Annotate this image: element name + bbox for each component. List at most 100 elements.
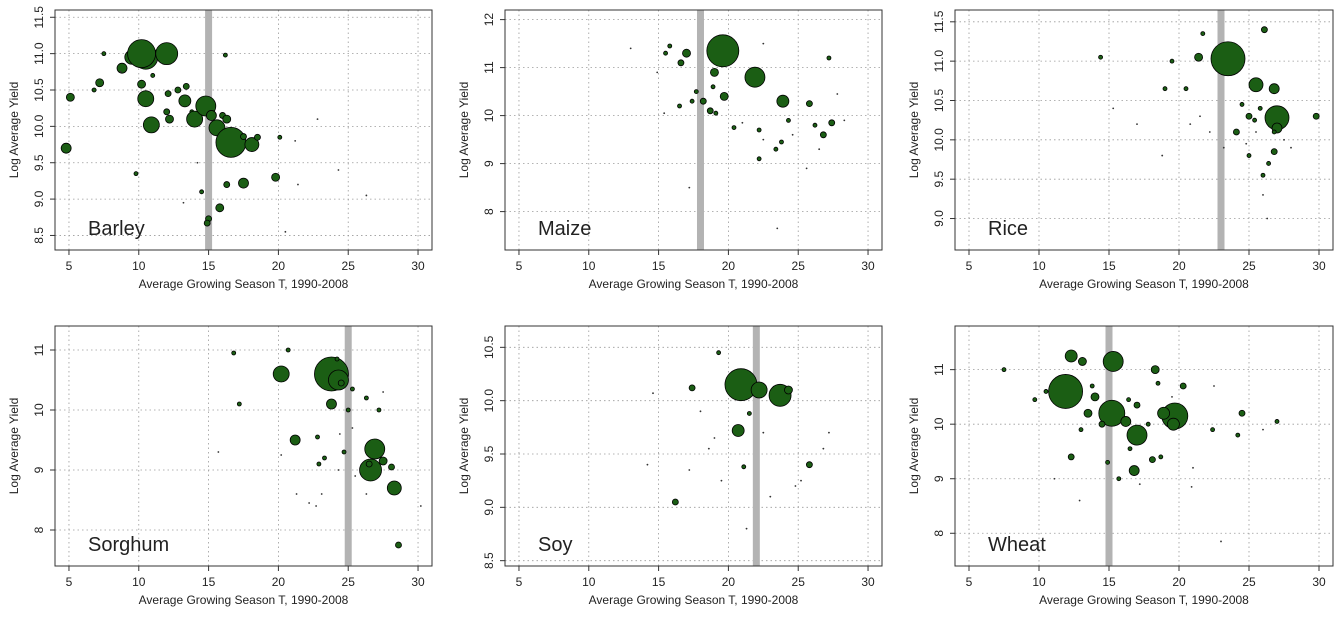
data-point bbox=[240, 133, 247, 140]
data-point bbox=[1043, 389, 1049, 394]
data-point bbox=[805, 461, 813, 469]
data-point bbox=[277, 134, 283, 140]
y-tick-label: 8.5 bbox=[32, 227, 46, 244]
data-point bbox=[1067, 453, 1075, 461]
data-point bbox=[731, 125, 737, 130]
x-tick-label: 15 bbox=[652, 575, 666, 589]
data-point bbox=[1162, 86, 1168, 92]
data-point bbox=[1189, 123, 1192, 125]
panel-maize: 5 10 15 20 25 30 8 9 10 11 12 Average Growing Seaso… bbox=[457, 9, 883, 291]
y-tick-label: 11.5 bbox=[32, 6, 46, 29]
x-tick-label: 20 bbox=[1172, 575, 1186, 589]
data-point bbox=[1213, 385, 1215, 387]
data-point bbox=[1032, 397, 1038, 403]
x-axis-label: Average Growing Season T, 1990-2008 bbox=[589, 593, 799, 607]
data-point bbox=[1210, 41, 1246, 77]
panel-label: Wheat bbox=[988, 534, 1046, 556]
y-tick-label: 9 bbox=[932, 475, 946, 482]
x-tick-label: 25 bbox=[342, 575, 356, 589]
data-point bbox=[1208, 131, 1211, 133]
x-axis-label: Average Growing Season T, 1990-2008 bbox=[139, 593, 349, 607]
data-point bbox=[1078, 427, 1084, 433]
data-point bbox=[1105, 459, 1110, 465]
y-tick-label: 8 bbox=[32, 526, 46, 533]
x-tick-label: 5 bbox=[966, 575, 973, 589]
data-point bbox=[671, 498, 679, 506]
data-points bbox=[646, 350, 830, 530]
data-point bbox=[1098, 399, 1126, 427]
data-point bbox=[1089, 383, 1095, 389]
data-point bbox=[308, 502, 311, 504]
data-point bbox=[1200, 31, 1206, 37]
data-point bbox=[791, 133, 794, 136]
data-point bbox=[1257, 105, 1263, 111]
data-point bbox=[1083, 408, 1093, 418]
data-point bbox=[1238, 409, 1246, 417]
data-point bbox=[337, 169, 340, 171]
x-tick-label: 20 bbox=[272, 259, 286, 273]
data-point bbox=[337, 469, 340, 471]
data-point bbox=[164, 90, 172, 98]
y-axis-label: Log Average Yield bbox=[7, 398, 21, 495]
threshold-band bbox=[1217, 10, 1225, 250]
data-point bbox=[713, 110, 719, 116]
data-point bbox=[756, 127, 762, 133]
x-tick-label: 30 bbox=[411, 575, 425, 589]
data-point bbox=[1245, 142, 1248, 145]
data-point bbox=[1169, 58, 1175, 64]
data-point bbox=[359, 458, 382, 482]
y-tick-label: 10 bbox=[482, 109, 496, 123]
data-point bbox=[365, 493, 368, 495]
plot-frame bbox=[504, 9, 883, 251]
data-point bbox=[1268, 83, 1280, 95]
data-point bbox=[236, 401, 242, 407]
y-tick-label: 9.5 bbox=[32, 154, 46, 171]
plot-frame bbox=[54, 325, 433, 567]
panel-wheat: 5 10 15 20 25 30 8 9 10 11 Average Growing Season … bbox=[907, 325, 1334, 607]
data-point bbox=[163, 108, 171, 116]
data-point bbox=[378, 456, 388, 466]
x-tick-label: 20 bbox=[272, 575, 286, 589]
data-point bbox=[119, 70, 122, 73]
data-point bbox=[769, 495, 772, 498]
data-point bbox=[1126, 424, 1148, 446]
data-point bbox=[326, 398, 337, 410]
data-point bbox=[1290, 146, 1292, 149]
data-point bbox=[1266, 217, 1269, 220]
data-point bbox=[1252, 117, 1257, 123]
data-point bbox=[196, 161, 199, 164]
x-tick-label: 30 bbox=[1312, 575, 1326, 589]
data-point bbox=[156, 60, 158, 62]
data-point bbox=[1255, 131, 1257, 133]
data-points bbox=[217, 347, 422, 549]
x-tick-label: 15 bbox=[1102, 259, 1116, 273]
data-point bbox=[1183, 86, 1189, 92]
data-point bbox=[699, 97, 707, 105]
data-point bbox=[222, 52, 228, 58]
y-tick-label: 11 bbox=[482, 61, 496, 74]
data-point bbox=[1274, 419, 1280, 424]
panel-barley: 5 10 15 20 25 30 8.5 9.0 9.5 10.0 10.5 11.0 11.5 Aver… bbox=[7, 6, 433, 291]
data-point bbox=[1266, 161, 1271, 166]
plot-frame bbox=[504, 325, 883, 567]
data-point bbox=[155, 42, 179, 66]
x-tick-label: 5 bbox=[66, 575, 73, 589]
y-tick-label: 9 bbox=[32, 466, 46, 473]
y-tick-label: 11 bbox=[32, 343, 46, 356]
data-point bbox=[1090, 392, 1100, 402]
x-tick-label: 30 bbox=[1312, 259, 1326, 273]
data-point bbox=[1155, 380, 1161, 386]
data-point bbox=[364, 438, 386, 460]
data-point bbox=[1053, 477, 1056, 480]
data-point bbox=[773, 146, 779, 152]
y-axis-label: Log Average Yield bbox=[7, 82, 21, 179]
data-point bbox=[315, 505, 318, 507]
y-tick-label: 10.5 bbox=[32, 78, 46, 102]
data-point bbox=[1248, 77, 1264, 93]
data-point bbox=[280, 454, 283, 456]
panel-soy: 5 10 15 20 25 30 8.5 9.0 9.5 10.0 10.5 Average Grow… bbox=[457, 325, 883, 607]
y-axis-label: Log Average Yield bbox=[457, 82, 471, 179]
data-point bbox=[1150, 365, 1160, 375]
data-point bbox=[750, 381, 768, 399]
